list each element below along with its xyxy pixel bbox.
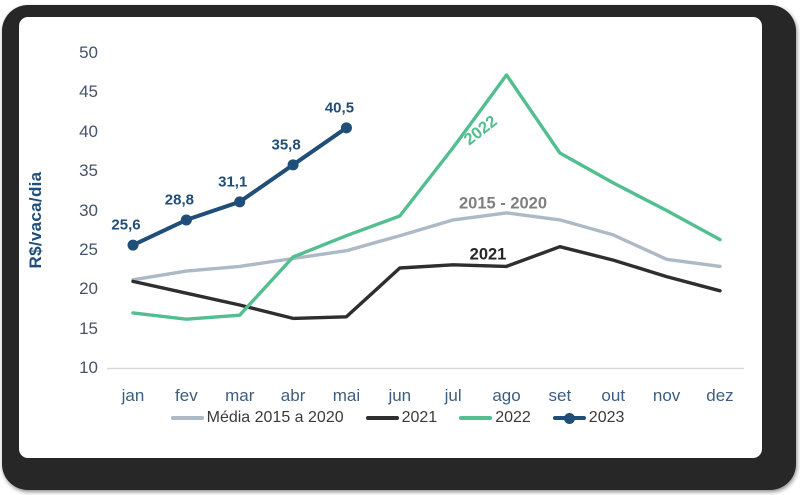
y-tick-25: 25 (79, 239, 98, 259)
legend-swatch (365, 416, 399, 420)
y-tick-35: 35 (79, 161, 98, 181)
legend-label: 2022 (495, 409, 531, 426)
series-line-2021 (131, 244, 722, 321)
annotation-2021: 2021 (469, 245, 507, 264)
y-tick-15: 15 (79, 318, 98, 338)
x-tick-nov: nov (652, 386, 681, 405)
series-line-média-2015-a-2020 (131, 211, 722, 282)
marker-2023-abr (287, 159, 299, 171)
legend-swatch (459, 416, 493, 420)
legend-label: 2023 (588, 409, 625, 426)
data-label-2023-mar: 31,1 (218, 173, 248, 191)
y-tick-40: 40 (79, 121, 98, 141)
y-tick-45: 45 (79, 82, 98, 102)
y-tick-20: 20 (79, 279, 98, 299)
legend-item-2021: 2021 (365, 409, 438, 427)
data-label-2023-abr: 35,8 (271, 136, 301, 154)
data-label-2023-jan: 25,6 (111, 216, 141, 234)
legend-swatch (170, 416, 204, 420)
series-line-2022 (131, 73, 722, 321)
legend-swatch (552, 412, 586, 424)
x-tick-jun: jun (388, 386, 412, 405)
x-tick-ago: ago (492, 386, 521, 405)
marker-2023-mar (234, 196, 246, 208)
marker-2023-jan (127, 239, 139, 251)
x-tick-mai: mai (332, 386, 361, 405)
data-label-2023-mai: 40,5 (324, 99, 355, 117)
data-label-2023-fev: 28,8 (164, 191, 194, 209)
chart-legend: Média 2015 a 2020 2021 2022 2023 (19, 409, 762, 427)
x-tick-abr: abr (280, 386, 306, 405)
marker-2023-fev (180, 214, 192, 226)
legend-item-2022: 2022 (459, 409, 531, 427)
x-tick-set: set (548, 386, 572, 405)
x-tick-dez: dez (706, 386, 734, 405)
legend-item-2023: 2023 (552, 409, 625, 427)
legend-item-média-2015-a-2020: Média 2015 a 2020 (170, 409, 344, 427)
legend-marker-dot (563, 412, 575, 424)
x-tick-mar: mar (225, 386, 255, 405)
legend-label: 2021 (401, 409, 438, 426)
y-tick-50: 50 (79, 43, 98, 62)
marker-2023-mai (340, 122, 352, 134)
x-tick-fev: fev (175, 386, 198, 405)
x-tick-out: out (601, 386, 626, 405)
y-tick-30: 30 (79, 200, 98, 220)
legend-label: Média 2015 a 2020 (206, 409, 344, 426)
x-tick-jan: jan (121, 386, 145, 405)
x-tick-jul: jul (444, 386, 462, 405)
annotation-2015---2020: 2015 - 2020 (458, 194, 548, 213)
y-tick-10: 10 (79, 358, 98, 377)
